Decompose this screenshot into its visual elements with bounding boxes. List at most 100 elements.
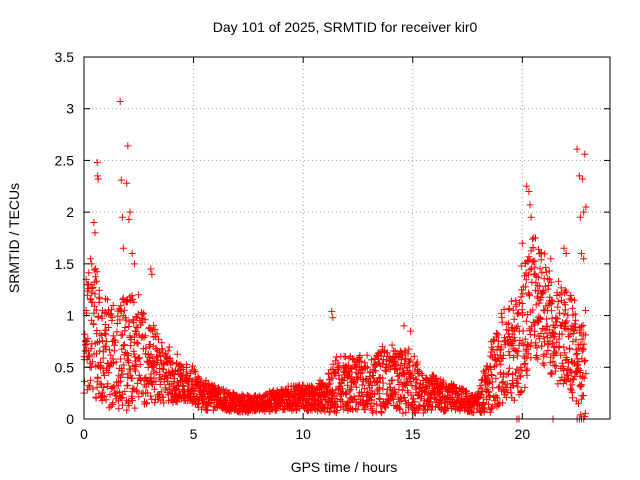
data-point: [341, 402, 349, 410]
data-point: [536, 265, 544, 273]
data-point: [410, 352, 418, 360]
data-point: [85, 269, 93, 277]
data-point: [361, 359, 369, 367]
data-point: [109, 399, 117, 407]
data-point: [555, 309, 563, 317]
data-point: [125, 215, 133, 223]
data-point: [81, 330, 89, 338]
data-point: [397, 394, 405, 402]
data-point: [552, 349, 560, 357]
data-point: [135, 371, 143, 379]
data-point: [523, 182, 531, 190]
data-point: [124, 381, 132, 389]
data-point: [338, 385, 346, 393]
data-point: [120, 361, 128, 369]
data-point: [514, 347, 522, 355]
data-point: [556, 377, 564, 384]
data-point: [569, 304, 577, 312]
data-point: [404, 350, 412, 358]
data-point: [205, 380, 213, 388]
data-point: [562, 319, 570, 327]
data-point: [191, 368, 199, 376]
data-point: [406, 358, 414, 366]
data-point: [109, 355, 117, 363]
data-point: [136, 360, 144, 368]
data-point: [96, 330, 104, 338]
x-tick-label: 0: [80, 426, 88, 442]
data-point: [165, 397, 172, 405]
data-point: [345, 387, 353, 395]
data-point: [485, 380, 493, 387]
data-point: [407, 327, 415, 335]
data-point: [344, 399, 352, 407]
data-point: [101, 321, 109, 328]
data-point: [131, 404, 139, 412]
data-point: [121, 387, 129, 395]
data-point: [152, 361, 160, 368]
data-point: [344, 381, 351, 389]
data-point: [550, 329, 558, 337]
data-point: [510, 396, 518, 404]
data-point: [518, 300, 526, 307]
data-point: [326, 379, 334, 387]
data-point: [86, 351, 93, 359]
data-point: [89, 283, 97, 291]
data-point: [139, 310, 147, 318]
data-point: [529, 306, 537, 314]
data-point: [131, 361, 139, 369]
data-point: [104, 380, 112, 388]
data-point: [527, 265, 535, 273]
axis-ticks: [83, 56, 610, 420]
data-point: [352, 383, 360, 391]
data-point: [552, 362, 560, 370]
data-point: [490, 337, 498, 345]
y-tick-label: 1: [66, 308, 74, 324]
data-point: [470, 409, 478, 417]
data-point: [520, 341, 528, 349]
data-point: [561, 349, 569, 357]
x-tick-label: 15: [405, 426, 421, 442]
data-point: [92, 273, 99, 281]
data-point: [542, 350, 550, 358]
data-point: [562, 250, 570, 257]
data-point: [495, 337, 503, 345]
data-point: [506, 351, 514, 359]
data-point: [148, 362, 156, 370]
x-tick-label: 10: [295, 426, 311, 442]
data-point: [158, 339, 166, 347]
data-point: [193, 400, 201, 408]
data-point: [396, 405, 404, 413]
data-point: [477, 384, 485, 392]
data-point: [392, 391, 400, 399]
data-point: [547, 307, 555, 315]
data-point: [580, 340, 588, 348]
data-point: [571, 296, 578, 304]
data-point: [376, 395, 384, 403]
data-point: [107, 402, 115, 410]
data-point: [91, 229, 99, 237]
data-point: [116, 98, 124, 105]
data-point: [141, 332, 149, 340]
data-point: [168, 358, 176, 366]
data-point: [580, 255, 588, 263]
data-point: [136, 354, 144, 362]
data-point: [121, 341, 128, 349]
data-point: [525, 253, 533, 261]
data-point: [93, 327, 101, 334]
data-point: [407, 378, 415, 385]
data-point: [135, 291, 143, 299]
data-point: [210, 402, 218, 410]
data-point: [397, 378, 405, 386]
data-point: [117, 176, 125, 184]
data-point: [521, 335, 529, 343]
data-point: [99, 392, 107, 400]
data-point: [90, 219, 98, 226]
data-point: [151, 325, 159, 333]
data-point: [573, 145, 581, 153]
data-point: [188, 384, 196, 392]
data-point: [553, 315, 561, 323]
data-point: [579, 392, 587, 399]
data-point: [544, 347, 552, 354]
data-point: [489, 345, 497, 353]
